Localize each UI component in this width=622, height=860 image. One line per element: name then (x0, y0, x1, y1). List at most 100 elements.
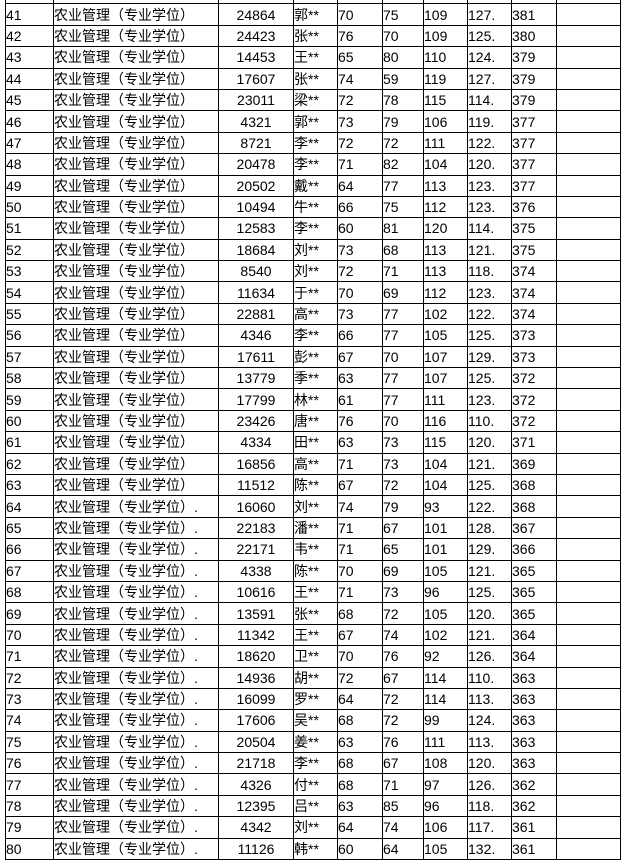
table-row: 69 农业管理（专业学位）. 13591 张** 68 72 105 120. 365 (5, 602, 621, 625)
score-3-cell: 112 (423, 281, 468, 304)
candidate-id-cell: 20504 (218, 730, 294, 754)
name-cell: 陈** (293, 473, 338, 497)
empty-cell (556, 495, 621, 518)
name-cell: 韩** (293, 837, 338, 860)
table-row: 68 农业管理（专业学位）. 10616 王** 71 73 96 125. 365 (5, 580, 621, 604)
score-3-cell: 115 (423, 88, 468, 112)
score-3-cell: 105 (423, 559, 468, 582)
score-3-cell: 93 (423, 495, 468, 518)
candidate-id-cell: 20502 (218, 174, 294, 197)
table-row: 79 农业管理（专业学位）. 4342 刘** 64 74 106 117. 361 (5, 816, 621, 839)
empty-cell (556, 666, 621, 689)
score-2-cell: 70 (382, 24, 424, 48)
score-1-cell: 60 (337, 837, 383, 860)
program-cell: 农业管理（专业学位）. (53, 773, 219, 796)
table-row: 43 农业管理（专业学位） 14453 王** 65 80 110 124. 379 (5, 46, 621, 69)
table-row: 62 农业管理（专业学位） 16856 高** 71 73 104 121. 369 (5, 452, 621, 475)
name-cell: 季** (293, 367, 338, 390)
score-3-cell: 113 (423, 174, 468, 197)
rank-cell: 58 (5, 367, 54, 390)
table-row: 51 农业管理（专业学位） 12583 李** 60 81 120 114. 375 (5, 217, 621, 240)
total-score-cell: 377 (511, 110, 557, 133)
program-cell: 农业管理（专业学位） (53, 153, 219, 176)
score-4-cell: 117. (467, 816, 512, 839)
empty-cell (556, 174, 621, 197)
score-1-cell: 73 (337, 238, 383, 262)
name-cell: 吴** (293, 709, 338, 732)
table-row: 70 农业管理（专业学位）. 11342 王** 67 74 102 121. 364 (5, 623, 621, 647)
table-row: 55 农业管理（专业学位） 22881 高** 73 77 102 122. 374 (5, 302, 621, 326)
table-row: 73 农业管理（专业学位）. 16099 罗** 64 72 114 113. 363 (5, 687, 621, 711)
program-cell: 农业管理（专业学位） (53, 131, 219, 155)
score-2-cell: 73 (382, 580, 424, 604)
total-score-cell: 373 (511, 324, 557, 347)
program-cell: 农业管理（专业学位） (53, 345, 219, 369)
total-score-cell: 365 (511, 580, 557, 604)
rank-cell: 65 (5, 516, 54, 540)
rank-cell: 44 (5, 67, 54, 90)
total-score-cell: 364 (511, 623, 557, 647)
score-1-cell: 63 (337, 794, 383, 818)
name-cell: 李** (293, 153, 338, 176)
score-2-cell: 80 (382, 46, 424, 69)
empty-cell (556, 645, 621, 668)
rank-cell: 67 (5, 559, 54, 582)
score-3-cell: 114 (423, 687, 468, 711)
score-4-cell: 120. (467, 153, 512, 176)
program-cell: 农业管理（专业学位）. (53, 730, 219, 754)
empty-cell (556, 110, 621, 133)
score-4-cell: 123. (467, 174, 512, 197)
table-row: 56 农业管理（专业学位） 4346 李** 66 77 105 125. 373 (5, 324, 621, 347)
total-score-cell: 363 (511, 709, 557, 732)
score-1-cell: 65 (337, 46, 383, 69)
score-4-cell: 123. (467, 388, 512, 411)
name-cell: 刘** (293, 260, 338, 283)
score-4-cell: 127. (467, 3, 512, 26)
score-1-cell: 63 (337, 431, 383, 454)
total-score-cell: 365 (511, 602, 557, 625)
empty-cell (556, 516, 621, 540)
candidate-id-cell: 4334 (218, 431, 294, 454)
name-cell: 张** (293, 67, 338, 90)
score-table-body: 41 农业管理（专业学位） 24864 郭** 70 75 109 127. 381 42 农业管理… (5, 0, 621, 860)
candidate-id-cell: 14936 (218, 666, 294, 689)
candidate-id-cell: 13779 (218, 367, 294, 390)
score-1-cell: 64 (337, 174, 383, 197)
score-4-cell: 122. (467, 495, 512, 518)
name-cell: 林** (293, 388, 338, 411)
score-1-cell: 67 (337, 623, 383, 647)
score-2-cell: 71 (382, 773, 424, 796)
name-cell: 罗** (293, 687, 338, 711)
total-score-cell: 374 (511, 260, 557, 283)
empty-cell (556, 238, 621, 262)
score-4-cell: 124. (467, 46, 512, 69)
score-1-cell: 71 (337, 153, 383, 176)
empty-cell (556, 46, 621, 69)
total-score-cell: 368 (511, 495, 557, 518)
candidate-id-cell: 21718 (218, 752, 294, 775)
candidate-id-cell: 12395 (218, 794, 294, 818)
name-cell: 胡** (293, 666, 338, 689)
candidate-id-cell: 14453 (218, 46, 294, 69)
candidate-id-cell: 4342 (218, 816, 294, 839)
table-row: 76 农业管理（专业学位）. 21718 李** 68 67 108 120. 363 (5, 752, 621, 775)
candidate-id-cell: 8721 (218, 131, 294, 155)
empty-cell (556, 24, 621, 48)
program-cell: 农业管理（专业学位） (53, 24, 219, 48)
score-3-cell: 109 (423, 24, 468, 48)
candidate-id-cell: 16099 (218, 687, 294, 711)
score-3-cell: 109 (423, 3, 468, 26)
rank-cell: 62 (5, 452, 54, 475)
name-cell: 李** (293, 752, 338, 775)
candidate-id-cell: 24423 (218, 24, 294, 48)
total-score-cell: 375 (511, 217, 557, 240)
empty-cell (556, 431, 621, 454)
score-3-cell: 111 (423, 730, 468, 754)
rank-cell: 46 (5, 110, 54, 133)
score-2-cell: 72 (382, 709, 424, 732)
score-4-cell: 120. (467, 752, 512, 775)
score-2-cell: 77 (382, 388, 424, 411)
total-score-cell: 363 (511, 752, 557, 775)
score-1-cell: 66 (337, 195, 383, 219)
rank-cell: 48 (5, 153, 54, 176)
